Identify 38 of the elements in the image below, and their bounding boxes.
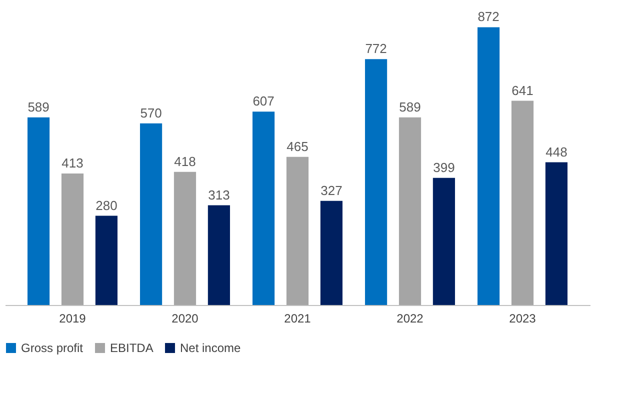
bar <box>478 27 500 305</box>
data-label: 327 <box>320 182 342 198</box>
bar <box>140 123 162 305</box>
bar <box>320 200 342 305</box>
data-label: 641 <box>512 82 534 98</box>
x-tick-label: 2020 <box>172 312 199 326</box>
legend-label: Net income <box>180 341 242 355</box>
bar <box>545 162 568 305</box>
data-label: 413 <box>62 155 84 170</box>
bar <box>286 156 309 305</box>
x-tick-label: 2023 <box>509 312 536 326</box>
legend-label: Gross profit <box>21 341 84 355</box>
bar <box>432 178 455 305</box>
x-tick-label: 2022 <box>396 312 424 326</box>
data-label: 465 <box>286 138 308 154</box>
x-tick-label: 2019 <box>59 312 86 326</box>
bar <box>61 173 84 305</box>
x-tick-label: 2021 <box>284 312 312 326</box>
bar <box>511 100 534 305</box>
bar <box>174 172 196 305</box>
data-label: 313 <box>208 187 230 202</box>
data-label: 589 <box>399 99 421 114</box>
data-label: 872 <box>478 9 500 24</box>
legend-label: EBITDA <box>110 341 154 355</box>
data-label: 772 <box>365 41 387 56</box>
bar <box>95 216 118 305</box>
data-label: 448 <box>546 144 568 160</box>
data-label: 607 <box>252 94 274 109</box>
data-label: 418 <box>174 154 196 169</box>
data-label: 399 <box>433 160 455 175</box>
bar <box>208 205 230 305</box>
data-label: 570 <box>140 105 162 120</box>
bar <box>365 59 388 305</box>
data-label: 280 <box>96 198 118 213</box>
bar <box>398 117 422 305</box>
bar <box>252 112 275 305</box>
bar <box>28 117 50 305</box>
data-label: 589 <box>28 99 50 114</box>
